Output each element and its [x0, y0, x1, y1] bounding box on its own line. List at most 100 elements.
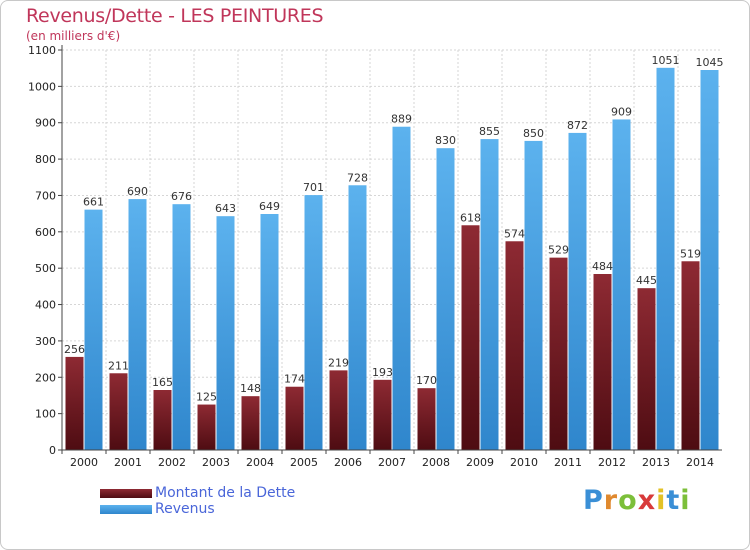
value-label: 618: [460, 211, 481, 224]
bar-revenus: [656, 67, 675, 451]
bar-revenus: [128, 199, 147, 450]
y-tick-label: 200: [35, 371, 56, 384]
y-tick-label: 700: [35, 189, 56, 202]
logo-letter: t: [666, 485, 681, 516]
value-label: 643: [215, 202, 236, 215]
y-tick-label: 300: [35, 335, 56, 348]
x-tick-label: 2008: [422, 456, 450, 469]
bar-revenus: [612, 119, 631, 451]
x-tick-label: 2000: [70, 456, 98, 469]
bar-dette: [461, 225, 480, 450]
legend-swatch-dette: [100, 489, 152, 498]
x-tick-label: 2005: [290, 456, 318, 469]
x-tick-label: 2010: [510, 456, 538, 469]
value-label: 256: [64, 343, 85, 356]
chart-subtitle: (en milliers d'€): [26, 29, 121, 43]
value-label: 909: [611, 105, 632, 118]
value-label: 174: [284, 373, 305, 386]
x-tick-label: 2013: [642, 456, 670, 469]
y-tick-label: 100: [35, 408, 56, 421]
logo-letter: o: [618, 485, 638, 516]
value-label: 1045: [696, 56, 724, 69]
x-tick-label: 2006: [334, 456, 362, 469]
bar-revenus: [172, 204, 191, 450]
bar-revenus: [436, 148, 455, 450]
legend-swatch-revenus: [100, 505, 152, 514]
bar-revenus: [524, 140, 543, 450]
value-label: 148: [240, 382, 261, 395]
bars: [65, 67, 719, 451]
x-tick-label: 2007: [378, 456, 406, 469]
bar-dette: [681, 261, 700, 450]
bar-revenus: [216, 216, 235, 450]
bar-revenus: [260, 214, 279, 450]
proxiti-logo: Proxiti: [583, 485, 691, 516]
bar-revenus: [480, 139, 499, 450]
value-label: 649: [259, 200, 280, 213]
bar-revenus: [392, 126, 411, 451]
bar-dette: [637, 288, 656, 450]
x-tick-label: 2002: [158, 456, 186, 469]
bar-dette: [65, 356, 84, 450]
value-label: 830: [435, 134, 456, 147]
logo-letter: x: [637, 485, 657, 516]
y-tick-label: 500: [35, 262, 56, 275]
value-label: 728: [347, 171, 368, 184]
grid-lines: [62, 49, 722, 451]
bar-dette: [197, 404, 216, 450]
bar-dette: [285, 386, 304, 450]
value-label: 193: [372, 366, 393, 379]
bar-revenus: [304, 195, 323, 450]
value-label: 1051: [652, 54, 680, 67]
bar-dette: [417, 388, 436, 450]
value-label: 661: [83, 196, 104, 209]
x-tick-label: 2001: [114, 456, 142, 469]
y-tick-label: 800: [35, 153, 56, 166]
x-tick-label: 2003: [202, 456, 230, 469]
logo-letter: i: [656, 485, 667, 516]
value-label: 676: [171, 190, 192, 203]
x-tick-label: 2004: [246, 456, 274, 469]
logo-letter: P: [583, 485, 604, 516]
value-labels: 256 661 211 690 165 676 125 643 148 649 174 701 219 7…: [64, 54, 724, 404]
y-tick-label: 1100: [28, 44, 56, 57]
bar-revenus: [84, 209, 103, 450]
bar-revenus: [348, 185, 367, 451]
value-label: 690: [127, 185, 148, 198]
bar-dette: [593, 274, 612, 450]
value-label: 574: [504, 227, 525, 240]
value-label: 170: [416, 374, 437, 387]
bar-dette: [241, 396, 260, 450]
value-label: 519: [680, 247, 701, 260]
y-tick-label: 0: [49, 444, 56, 457]
legend-label-dette: Montant de la Dette: [155, 485, 296, 501]
y-tick-label: 1000: [28, 80, 56, 93]
y-tick-label: 600: [35, 226, 56, 239]
value-label: 165: [152, 376, 173, 389]
value-label: 211: [108, 359, 129, 372]
axes: 0 100 200 300 400 500 600 700 800 900 1000 1100 2000…: [28, 44, 722, 469]
value-label: 855: [479, 125, 500, 138]
y-tick-label: 900: [35, 117, 56, 130]
x-tick-label: 2012: [598, 456, 626, 469]
x-tick-label: 2009: [466, 456, 494, 469]
x-tick-label: 2014: [686, 456, 714, 469]
value-label: 850: [523, 127, 544, 140]
value-label: 529: [548, 244, 569, 257]
bar-revenus: [700, 70, 719, 450]
bar-dette: [329, 370, 348, 450]
bar-dette: [505, 241, 524, 450]
bar-revenus: [568, 132, 587, 450]
bar-dette: [153, 390, 172, 450]
value-label: 701: [303, 181, 324, 194]
y-tick-label: 400: [35, 299, 56, 312]
bar-dette: [109, 373, 128, 450]
value-label: 889: [391, 113, 412, 126]
value-label: 445: [636, 274, 657, 287]
chart-title: Revenus/Dette - LES PEINTURES: [26, 5, 324, 27]
x-tick-label: 2011: [554, 456, 582, 469]
value-label: 219: [328, 356, 349, 369]
legend-label-revenus: Revenus: [155, 501, 215, 517]
value-label: 484: [592, 260, 613, 273]
